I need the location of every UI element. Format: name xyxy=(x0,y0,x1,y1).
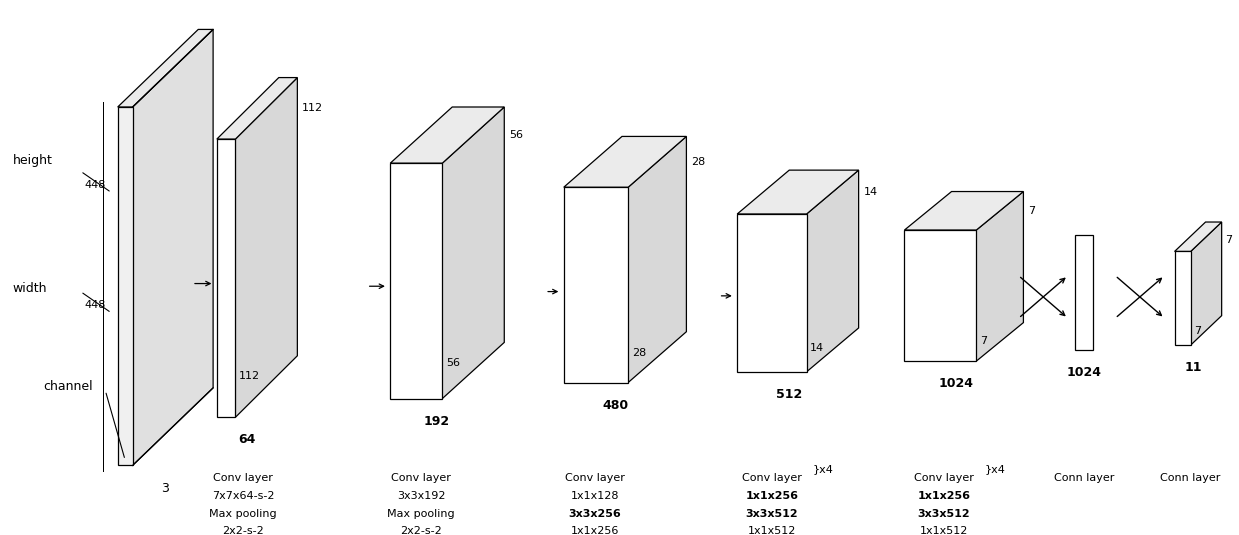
Polygon shape xyxy=(118,107,133,465)
Text: }x4: }x4 xyxy=(985,464,1006,474)
Polygon shape xyxy=(564,187,628,383)
Text: 480: 480 xyxy=(602,399,628,411)
Polygon shape xyxy=(1075,235,1093,350)
Polygon shape xyxy=(628,136,686,383)
Text: 1x1x512: 1x1x512 xyxy=(747,526,797,535)
Text: channel: channel xyxy=(43,380,93,393)
Polygon shape xyxy=(1175,251,1191,345)
Text: 14: 14 xyxy=(864,187,877,197)
Polygon shape xyxy=(564,136,686,187)
Text: 56: 56 xyxy=(509,130,523,140)
Text: 2x2-s-2: 2x2-s-2 xyxy=(222,526,264,535)
Text: 448: 448 xyxy=(84,300,107,310)
Text: Conn layer: Conn layer xyxy=(1161,473,1220,484)
Polygon shape xyxy=(390,163,442,399)
Text: 512: 512 xyxy=(776,388,803,401)
Text: height: height xyxy=(12,154,52,167)
Text: Conv layer: Conv layer xyxy=(565,473,624,484)
Text: 7: 7 xyxy=(1028,206,1036,216)
Polygon shape xyxy=(235,78,297,417)
Text: }x4: }x4 xyxy=(813,464,834,474)
Text: 7: 7 xyxy=(980,337,987,347)
Polygon shape xyxy=(904,230,976,361)
Text: 1x1x256: 1x1x256 xyxy=(918,491,970,501)
Text: 112: 112 xyxy=(239,371,260,380)
Text: Max pooling: Max pooling xyxy=(209,509,276,519)
Text: 64: 64 xyxy=(238,433,255,446)
Text: 7: 7 xyxy=(1194,326,1202,336)
Text: Conv layer: Conv layer xyxy=(213,473,273,484)
Polygon shape xyxy=(217,139,235,417)
Text: 112: 112 xyxy=(302,103,323,113)
Text: Conv layer: Conv layer xyxy=(742,473,802,484)
Text: 11: 11 xyxy=(1184,361,1202,374)
Polygon shape xyxy=(133,29,213,465)
Text: 1024: 1024 xyxy=(939,377,974,390)
Text: 3x3x192: 3x3x192 xyxy=(396,491,446,501)
Polygon shape xyxy=(1191,222,1222,345)
Text: 28: 28 xyxy=(632,348,647,358)
Text: width: width xyxy=(12,282,47,295)
Polygon shape xyxy=(807,170,859,372)
Text: 448: 448 xyxy=(84,180,107,189)
Text: 1024: 1024 xyxy=(1067,366,1101,379)
Polygon shape xyxy=(118,29,213,107)
Text: 3x3x256: 3x3x256 xyxy=(569,509,621,519)
Text: Conn layer: Conn layer xyxy=(1054,473,1114,484)
Text: 28: 28 xyxy=(691,157,706,167)
Text: 1x1x128: 1x1x128 xyxy=(570,491,620,501)
Polygon shape xyxy=(217,78,297,139)
Text: Conv layer: Conv layer xyxy=(392,473,451,484)
Polygon shape xyxy=(390,107,504,163)
Text: 7: 7 xyxy=(1225,235,1233,244)
Text: 3x3x512: 3x3x512 xyxy=(746,509,798,519)
Text: 1x1x256: 1x1x256 xyxy=(746,491,798,501)
Text: 56: 56 xyxy=(446,358,460,368)
Text: 192: 192 xyxy=(424,415,450,427)
Text: 7x7x64-s-2: 7x7x64-s-2 xyxy=(212,491,274,501)
Polygon shape xyxy=(737,170,859,214)
Text: 14: 14 xyxy=(810,343,824,353)
Polygon shape xyxy=(1175,222,1222,251)
Polygon shape xyxy=(904,192,1023,230)
Text: 3: 3 xyxy=(161,482,170,494)
Text: 2x2-s-2: 2x2-s-2 xyxy=(400,526,442,535)
Polygon shape xyxy=(737,214,807,372)
Polygon shape xyxy=(442,107,504,399)
Text: 1x1x256: 1x1x256 xyxy=(570,526,620,535)
Text: 3x3x512: 3x3x512 xyxy=(918,509,970,519)
Text: 1x1x512: 1x1x512 xyxy=(919,526,969,535)
Text: Conv layer: Conv layer xyxy=(914,473,974,484)
Text: Max pooling: Max pooling xyxy=(388,509,455,519)
Polygon shape xyxy=(976,192,1023,361)
